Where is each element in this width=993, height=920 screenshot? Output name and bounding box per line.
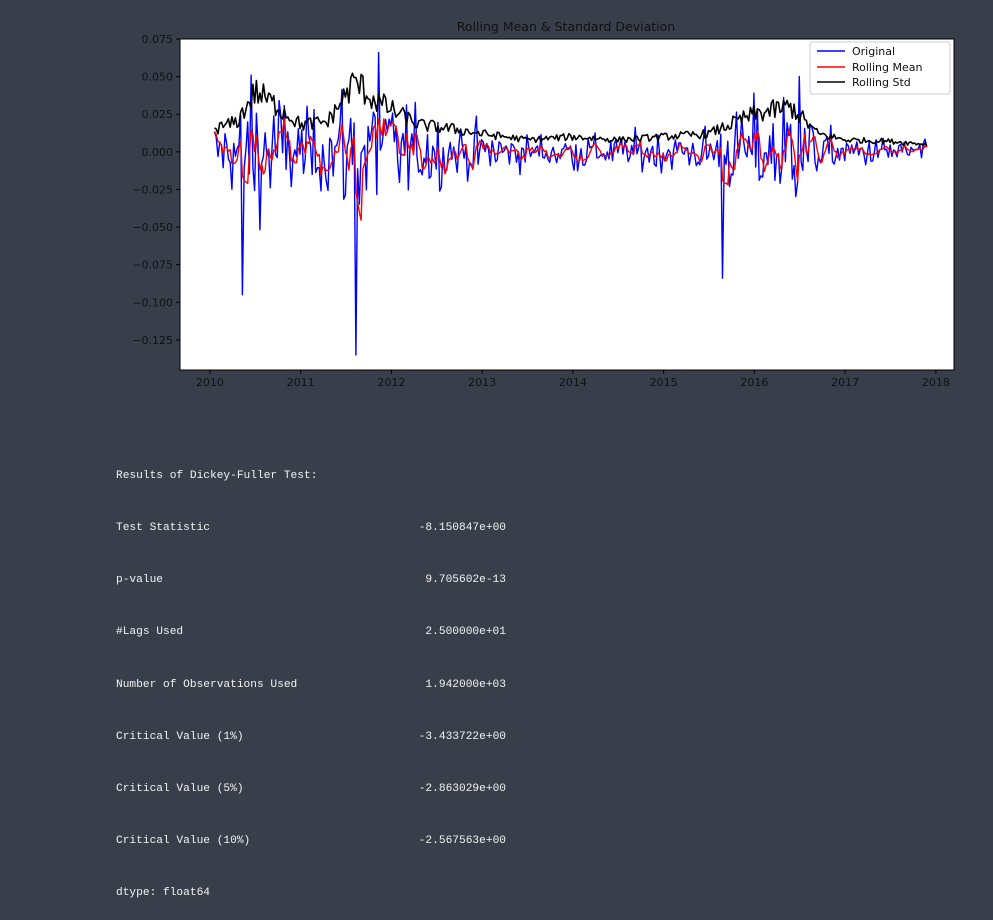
legend: Original Rolling Mean Rolling Std — [809, 41, 951, 95]
df-row-observations-used: Number of Observations Used 1.942000e+03 — [116, 677, 506, 694]
df-label: Number of Observations Used — [116, 678, 298, 691]
df-label: Critical Value (10%) — [116, 835, 251, 848]
legend-label-rolling-std: Rolling Std — [852, 76, 911, 89]
df-header-text: Results of Dickey-Fuller Test: — [116, 469, 318, 482]
df-label: #Lags Used — [116, 626, 184, 639]
x-tick-label: 2013 — [468, 376, 496, 389]
df-dtype-text: dtype: float64 — [116, 887, 210, 900]
x-tick-label: 2015 — [650, 376, 678, 389]
df-label: Test Statistic — [116, 522, 210, 535]
y-tick-label: 0.075 — [142, 33, 174, 46]
x-axis: 2010 2011 2012 2013 2014 2015 2016 2017 2018 — [196, 370, 950, 389]
df-row-lags-used: #Lags Used 2.500000e+01 — [116, 624, 506, 641]
df-value: -2.567563e+00 — [418, 835, 506, 848]
y-tick-label: −0.025 — [132, 183, 173, 196]
x-tick-label: 2016 — [740, 376, 768, 389]
x-tick-label: 2014 — [559, 376, 587, 389]
series-original-line — [213, 51, 928, 356]
df-label: p-value — [116, 574, 163, 587]
y-tick-label: 0.050 — [142, 71, 174, 84]
df-value: 2.500000e+01 — [425, 626, 506, 639]
y-tick-label: 0.025 — [142, 108, 174, 121]
series-rolling-mean-line — [213, 117, 928, 221]
y-tick-label: −0.050 — [132, 221, 173, 234]
df-value: 9.705602e-13 — [425, 574, 506, 587]
chart-title: Rolling Mean & Standard Deviation — [457, 19, 675, 34]
legend-box — [809, 41, 951, 95]
y-tick-label: 0.000 — [142, 146, 174, 159]
x-tick-label: 2017 — [831, 376, 859, 389]
x-tick-label: 2018 — [922, 376, 950, 389]
df-row-critical-1: Critical Value (1%) -3.433722e+00 — [116, 729, 506, 746]
series-rolling-std-line — [214, 72, 928, 147]
legend-label-original: Original — [852, 45, 895, 58]
x-tick-label: 2011 — [287, 376, 315, 389]
rolling-stats-chart: Rolling Mean & Standard Deviation 0.0750… — [132, 19, 955, 389]
df-dtype: dtype: float64 — [116, 885, 506, 902]
df-label: Critical Value (1%) — [116, 730, 244, 743]
dickey-fuller-output: Results of Dickey-Fuller Test: Test Stat… — [116, 433, 506, 920]
df-row-p-value: p-value 9.705602e-13 — [116, 572, 506, 589]
df-value: -2.863029e+00 — [418, 783, 506, 796]
df-label: Critical Value (5%) — [116, 783, 244, 796]
y-tick-label: −0.125 — [132, 334, 173, 347]
df-row-critical-10: Critical Value (10%) -2.567563e+00 — [116, 833, 506, 850]
df-value: -8.150847e+00 — [418, 522, 506, 535]
y-axis: 0.075 0.050 0.025 0.000 −0.025 −0.050 −0.075 −0… — [132, 33, 180, 347]
df-value: 1.942000e+03 — [425, 678, 506, 691]
y-tick-label: −0.100 — [132, 296, 173, 309]
x-tick-label: 2012 — [377, 376, 405, 389]
series-layer — [213, 51, 928, 356]
legend-label-rolling-mean: Rolling Mean — [852, 61, 922, 74]
df-row-test-statistic: Test Statistic -8.150847e+00 — [116, 520, 506, 537]
plot-frame — [179, 38, 955, 371]
df-row-critical-5: Critical Value (5%) -2.863029e+00 — [116, 781, 506, 798]
df-header: Results of Dickey-Fuller Test: — [116, 468, 506, 485]
y-tick-label: −0.075 — [132, 259, 173, 272]
x-tick-label: 2010 — [196, 376, 224, 389]
df-value: -3.433722e+00 — [418, 730, 506, 743]
